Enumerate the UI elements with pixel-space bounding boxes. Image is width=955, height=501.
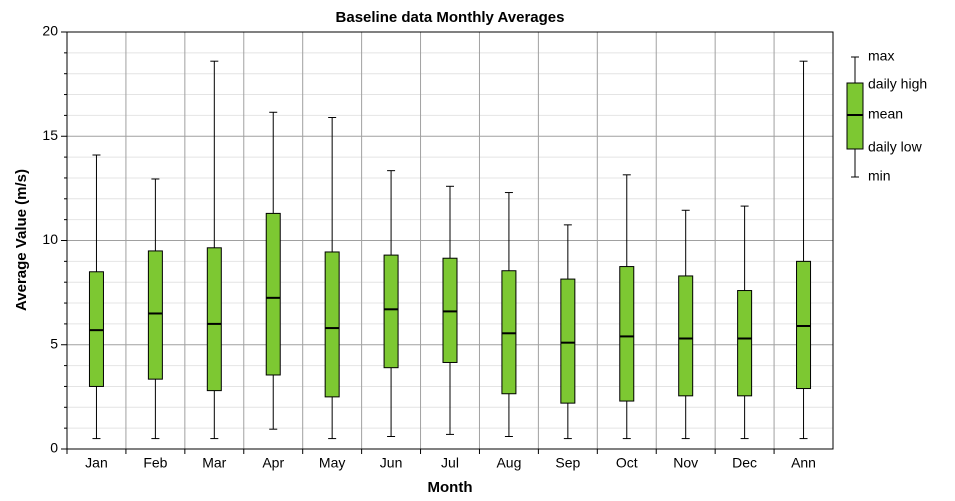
x-tick-label: Nov xyxy=(673,455,698,471)
x-tick-label: Jul xyxy=(441,455,459,471)
box xyxy=(678,275,694,397)
box xyxy=(619,266,635,402)
x-tick-label: Jan xyxy=(85,455,108,471)
x-tick-label: Jun xyxy=(380,455,403,471)
x-tick-label: Ann xyxy=(791,455,816,471)
box xyxy=(796,260,812,390)
y-tick-label: 5 xyxy=(50,335,58,351)
y-tick-label: 20 xyxy=(42,23,58,39)
x-tick-label: Aug xyxy=(496,455,521,471)
legend-label: mean xyxy=(868,106,903,122)
box xyxy=(88,271,104,387)
box xyxy=(501,270,517,395)
plot-frame xyxy=(66,31,834,450)
y-tick-label: 0 xyxy=(50,440,58,456)
legend-label: daily low xyxy=(868,139,923,155)
x-tick-label: Apr xyxy=(262,455,284,471)
legend-label: min xyxy=(868,168,891,184)
x-tick-label: Feb xyxy=(143,455,167,471)
x-tick-label: Oct xyxy=(616,455,638,471)
y-axis-label: Average Value (m/s) xyxy=(13,169,30,311)
box xyxy=(560,278,576,404)
x-tick-label: Dec xyxy=(732,455,757,471)
box xyxy=(147,250,163,380)
box xyxy=(442,257,458,363)
box xyxy=(324,251,340,398)
x-tick-label: May xyxy=(319,455,345,471)
y-tick-label: 15 xyxy=(42,127,58,143)
box xyxy=(206,247,222,392)
legend-label: daily high xyxy=(868,76,927,92)
box xyxy=(383,254,399,369)
chart-title: Baseline data Monthly Averages xyxy=(336,9,565,26)
box xyxy=(737,290,753,397)
legend-label: max xyxy=(868,48,894,64)
x-tick-label: Mar xyxy=(202,455,226,471)
x-axis-label: Month xyxy=(428,479,473,496)
box xyxy=(265,212,281,376)
x-tick-label: Sep xyxy=(555,455,580,471)
y-tick-label: 10 xyxy=(42,231,58,247)
